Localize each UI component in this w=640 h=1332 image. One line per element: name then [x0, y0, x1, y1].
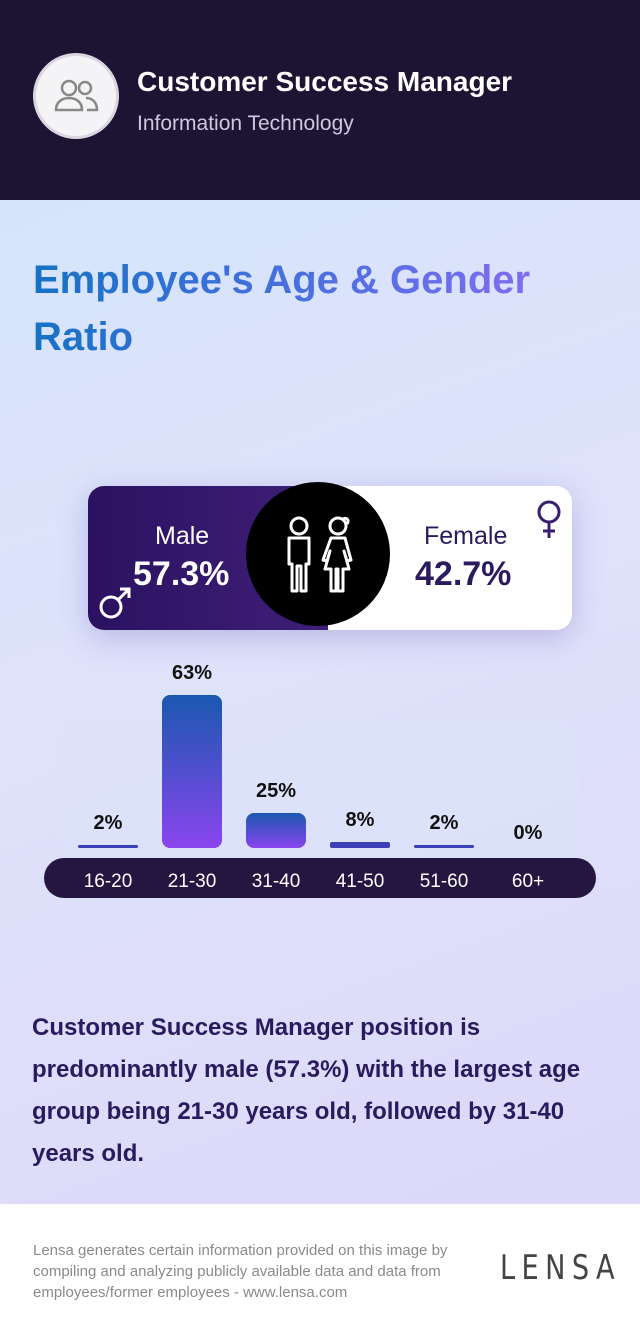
data-label: 8%: [345, 809, 375, 832]
data-label: 63%: [171, 662, 213, 684]
bar-51-60: [414, 845, 474, 848]
female-symbol-icon: [537, 500, 561, 538]
age-axis: [44, 858, 596, 898]
job-title: Customer Success Manager: [137, 66, 513, 97]
female-label: Female: [424, 522, 508, 550]
tick-label: 16-20: [83, 871, 133, 892]
footer: [0, 1204, 640, 1332]
male-label: Male: [155, 522, 210, 550]
data-label: 2%: [93, 812, 123, 834]
bar-41-50: [330, 842, 390, 848]
disclaimer: Lensa generates certain information prov…: [33, 1242, 448, 1301]
age-chart-panel: [62, 720, 578, 870]
tick-label: 41-50: [335, 871, 385, 892]
data-label: 25%: [255, 780, 297, 803]
data-label: 0%: [513, 822, 543, 844]
people-circle: [246, 482, 390, 626]
avatar: [33, 53, 119, 139]
tick-label: 60+: [511, 871, 545, 892]
job-category: Information Technology: [137, 112, 354, 135]
bar-21-30: [162, 695, 222, 848]
data-label: 2%: [429, 812, 459, 834]
users-icon: [54, 79, 99, 112]
lensa-logo: LENSA: [500, 1248, 622, 1288]
bar-16-20: [78, 845, 138, 848]
tick-label: 31-40: [251, 871, 301, 892]
section-heading: Employee's Age & Gender Ratio: [33, 252, 623, 366]
summary-text: Customer Success Manager position is pre…: [32, 1014, 581, 1167]
main-content: [0, 200, 640, 1204]
female-percent: 42.7%: [415, 555, 512, 593]
tick-label: 21-30: [167, 871, 217, 892]
header: Customer Success Manager Information Tec…: [0, 0, 640, 200]
male-percent: 57.3%: [133, 555, 230, 593]
male-symbol-icon: [99, 587, 131, 619]
man-woman-icon: [287, 516, 353, 593]
tick-label: 51-60: [419, 871, 469, 892]
bar-31-40: [246, 813, 306, 848]
